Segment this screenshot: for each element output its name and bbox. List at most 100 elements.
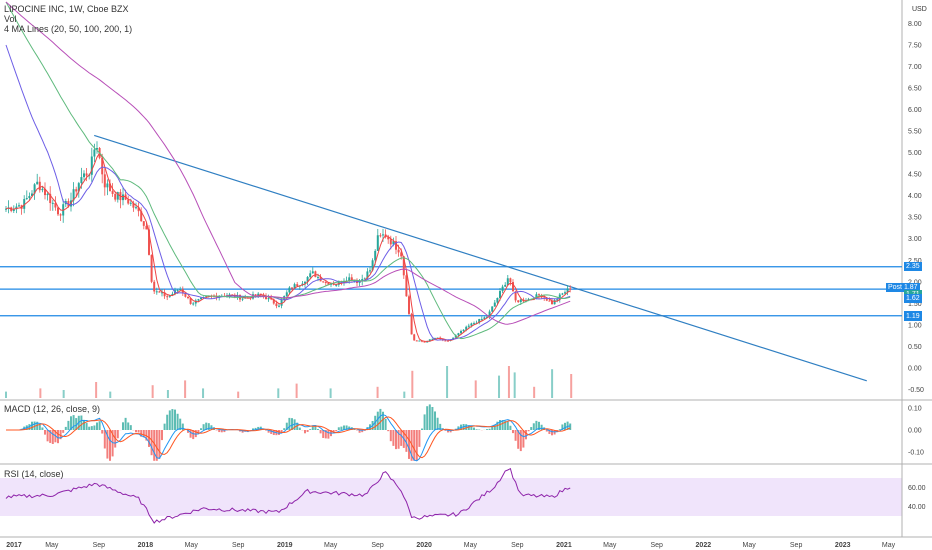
candle-body	[564, 292, 566, 294]
volume-bar	[474, 380, 477, 398]
macd-bar	[296, 422, 299, 430]
candle-body	[545, 297, 548, 301]
candle-body	[215, 295, 218, 298]
candle-body	[116, 192, 119, 200]
macd-bar	[109, 430, 111, 461]
macd-bar	[384, 418, 387, 430]
price-axis-tick: -0.50	[908, 387, 924, 394]
candle-body	[483, 317, 486, 319]
macd-bar	[317, 429, 319, 430]
candle-body	[353, 280, 356, 282]
candle-body	[187, 296, 189, 299]
candle-body	[176, 290, 179, 292]
candle-body	[480, 318, 483, 320]
macd-bar	[501, 420, 504, 430]
volume-bar	[237, 391, 240, 398]
candle-body	[28, 196, 31, 199]
macd-bar	[72, 415, 75, 430]
macd-bar	[93, 425, 96, 430]
candle-body	[397, 249, 400, 253]
macd-bar	[194, 430, 197, 438]
price-tag: 1.19	[904, 312, 922, 322]
macd-bar	[314, 426, 317, 430]
macd-bar	[166, 414, 169, 430]
macd-bar	[439, 423, 442, 430]
candle-body	[291, 287, 293, 289]
candle-body	[103, 174, 106, 188]
macd-bar	[192, 430, 195, 440]
macd-bar	[517, 430, 520, 449]
macd-bar	[254, 427, 257, 430]
macd-bar	[309, 429, 312, 430]
macd-bar	[486, 429, 488, 430]
candle-body	[335, 284, 338, 286]
macd-signal-line	[6, 416, 571, 459]
candle-body	[153, 281, 156, 292]
macd-bar	[335, 430, 338, 432]
volume-bar	[403, 391, 406, 398]
macd-bar	[470, 426, 473, 430]
macd-bar	[519, 430, 522, 452]
macd-bar	[322, 430, 325, 438]
macd-bar	[415, 430, 418, 461]
time-axis-tick: May	[185, 542, 199, 549]
candle-body	[400, 252, 403, 257]
macd-bar	[423, 414, 426, 430]
macd-bar	[31, 421, 33, 430]
rsi-axis-tick: 40.00	[908, 504, 926, 511]
candle-body	[382, 234, 384, 236]
macd-bar	[522, 430, 525, 448]
macd-bar	[363, 430, 366, 431]
candle-body	[322, 281, 325, 283]
candle-body	[179, 289, 182, 291]
macd-bar	[49, 430, 52, 443]
candle-body	[41, 188, 44, 191]
candle-body	[462, 329, 465, 331]
macd-bar	[257, 426, 260, 430]
price-axis-tick: 4.50	[908, 172, 922, 179]
candle-body	[44, 188, 46, 196]
macd-bar	[80, 415, 83, 430]
macd-bar	[75, 418, 78, 430]
candle-body	[129, 202, 132, 204]
macd-bar	[337, 427, 340, 430]
candle-body	[150, 254, 153, 282]
macd-bar	[532, 423, 535, 430]
candle-body	[275, 303, 278, 307]
price-axis-tick: 4.00	[908, 193, 922, 200]
macd-bar	[444, 430, 447, 431]
macd-bar	[327, 430, 330, 439]
macd-bar	[569, 423, 572, 430]
macd-bar	[181, 423, 184, 430]
macd-bar	[358, 430, 361, 433]
candle-body	[12, 209, 15, 212]
macd-bar	[161, 430, 163, 441]
candle-body	[57, 207, 59, 215]
candle-body	[447, 340, 449, 342]
candle-body	[205, 296, 208, 298]
candle-body	[402, 256, 405, 276]
candle-body	[413, 334, 416, 341]
volume-label: Vol	[4, 14, 17, 24]
macd-bar	[340, 426, 343, 430]
macd-bar	[148, 430, 150, 447]
time-axis-tick: 2017	[6, 542, 22, 549]
candle-body	[114, 193, 117, 200]
macd-bar	[408, 430, 410, 459]
candle-body	[85, 173, 88, 176]
macd-bar	[426, 406, 429, 430]
candle-body	[241, 298, 244, 300]
candle-body	[293, 284, 296, 289]
macd-bar	[106, 430, 109, 459]
time-axis-tick: 2018	[138, 542, 154, 549]
macd-bar	[44, 430, 46, 435]
candle-body	[512, 282, 514, 292]
candle-body	[408, 296, 410, 314]
macd-bar	[392, 430, 395, 446]
candle-body	[96, 148, 98, 150]
macd-bar	[491, 426, 494, 430]
candle-body	[161, 292, 163, 294]
macd-bar	[59, 430, 62, 440]
